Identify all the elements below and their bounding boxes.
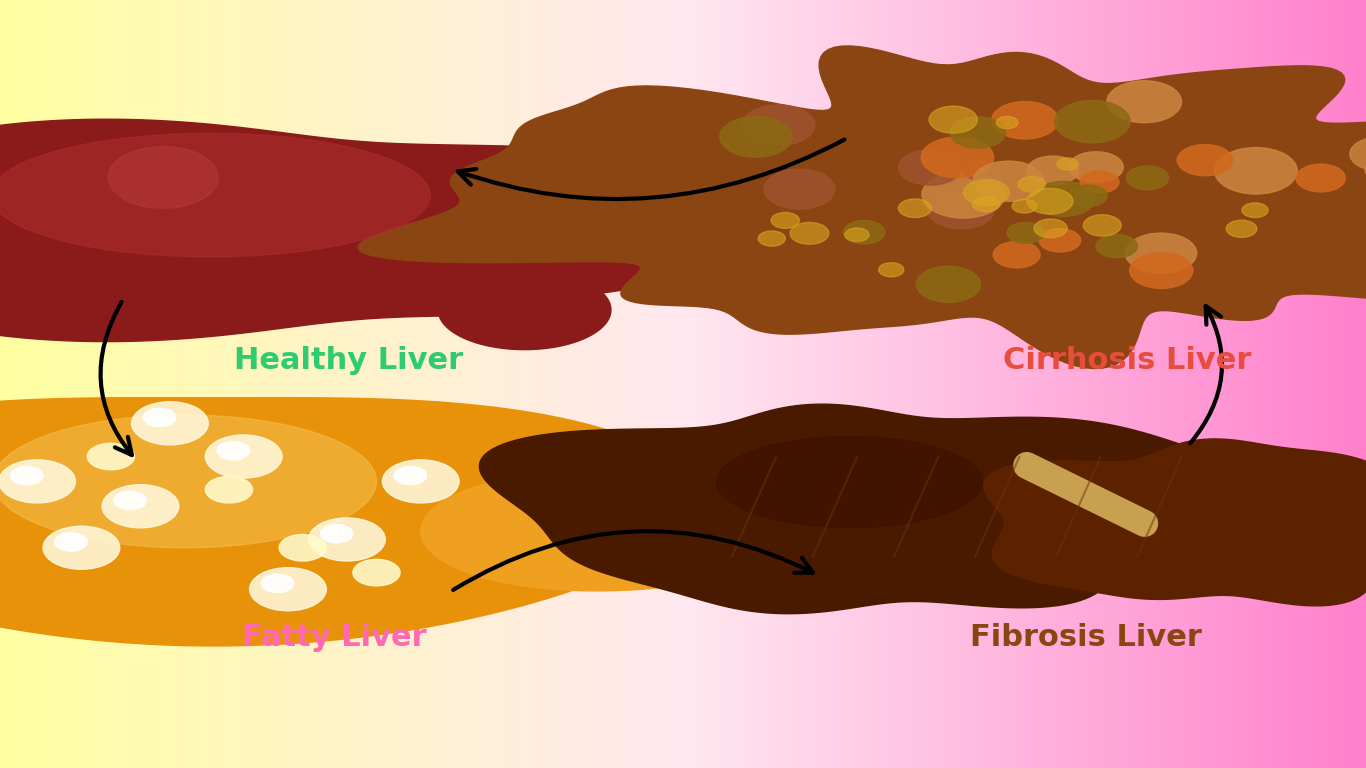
Circle shape xyxy=(321,525,352,543)
Circle shape xyxy=(143,409,176,427)
Circle shape xyxy=(973,161,1045,201)
Circle shape xyxy=(720,117,792,157)
Polygon shape xyxy=(984,439,1366,606)
Circle shape xyxy=(963,180,1009,206)
Circle shape xyxy=(11,466,44,485)
Circle shape xyxy=(921,137,993,178)
Circle shape xyxy=(928,191,994,229)
Circle shape xyxy=(1227,220,1257,237)
Circle shape xyxy=(1034,219,1067,238)
Circle shape xyxy=(217,442,250,460)
Circle shape xyxy=(1096,234,1138,258)
Circle shape xyxy=(261,574,294,593)
Circle shape xyxy=(973,197,1000,212)
Circle shape xyxy=(1027,156,1078,185)
Circle shape xyxy=(1126,233,1197,273)
Circle shape xyxy=(1068,185,1106,207)
Circle shape xyxy=(309,518,385,561)
Circle shape xyxy=(205,476,253,503)
Circle shape xyxy=(102,485,179,528)
Text: Healthy Liver: Healthy Liver xyxy=(234,346,463,376)
Circle shape xyxy=(113,492,146,510)
Circle shape xyxy=(764,169,835,209)
Polygon shape xyxy=(0,134,430,257)
Circle shape xyxy=(1018,177,1045,192)
Polygon shape xyxy=(0,398,698,646)
Text: Fibrosis Liver: Fibrosis Liver xyxy=(970,623,1202,652)
Circle shape xyxy=(964,160,1003,181)
Polygon shape xyxy=(479,404,1255,614)
Circle shape xyxy=(758,231,785,247)
Circle shape xyxy=(772,213,799,228)
Circle shape xyxy=(1242,203,1268,217)
Circle shape xyxy=(899,199,932,217)
Circle shape xyxy=(1057,158,1078,170)
Circle shape xyxy=(878,263,904,276)
Circle shape xyxy=(1055,101,1130,143)
Circle shape xyxy=(1027,188,1072,214)
Circle shape xyxy=(382,460,459,503)
Circle shape xyxy=(993,241,1040,268)
Circle shape xyxy=(1068,152,1123,183)
Circle shape xyxy=(1106,81,1182,123)
Circle shape xyxy=(1214,147,1298,194)
Polygon shape xyxy=(421,472,775,591)
Circle shape xyxy=(44,526,120,569)
Circle shape xyxy=(55,533,87,551)
Circle shape xyxy=(0,460,75,503)
Circle shape xyxy=(790,223,829,244)
Circle shape xyxy=(1081,171,1119,193)
Circle shape xyxy=(844,228,869,242)
Circle shape xyxy=(279,535,326,561)
Circle shape xyxy=(917,266,981,303)
Circle shape xyxy=(131,402,208,445)
Circle shape xyxy=(1130,253,1193,289)
Circle shape xyxy=(205,435,281,478)
Text: Cirrhosis Liver: Cirrhosis Liver xyxy=(1003,346,1251,376)
Polygon shape xyxy=(438,270,611,349)
Polygon shape xyxy=(717,436,982,528)
Circle shape xyxy=(1012,199,1037,213)
Circle shape xyxy=(992,101,1059,139)
Circle shape xyxy=(843,220,885,244)
Circle shape xyxy=(996,117,1018,129)
Circle shape xyxy=(742,105,814,146)
Circle shape xyxy=(922,171,1005,218)
Polygon shape xyxy=(0,119,754,342)
Circle shape xyxy=(1033,181,1094,217)
Circle shape xyxy=(1040,229,1081,252)
Circle shape xyxy=(1126,166,1169,190)
Circle shape xyxy=(1296,164,1346,192)
Circle shape xyxy=(929,106,977,133)
Circle shape xyxy=(1350,137,1366,171)
Polygon shape xyxy=(358,46,1366,369)
Circle shape xyxy=(250,568,326,611)
Circle shape xyxy=(87,443,134,470)
Circle shape xyxy=(951,117,1005,148)
Circle shape xyxy=(395,466,426,485)
Circle shape xyxy=(352,559,400,586)
Circle shape xyxy=(899,150,962,185)
Circle shape xyxy=(1177,144,1232,176)
Circle shape xyxy=(1007,223,1044,243)
Polygon shape xyxy=(0,415,377,548)
Circle shape xyxy=(108,147,219,208)
Circle shape xyxy=(1083,215,1121,236)
Text: Fatty Liver: Fatty Liver xyxy=(242,623,428,652)
